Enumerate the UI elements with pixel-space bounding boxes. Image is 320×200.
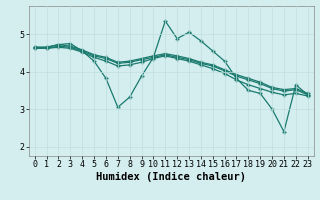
- X-axis label: Humidex (Indice chaleur): Humidex (Indice chaleur): [96, 172, 246, 182]
